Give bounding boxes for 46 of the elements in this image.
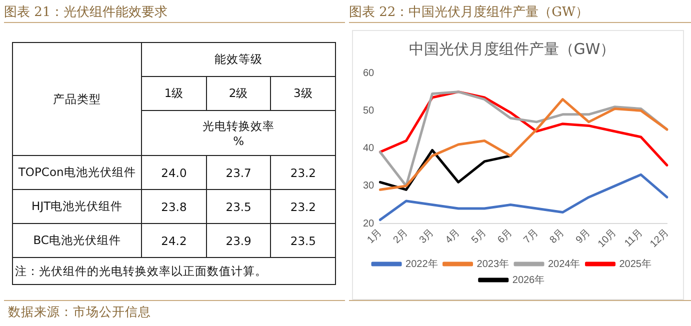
text: % xyxy=(233,134,244,148)
text: 2级 xyxy=(206,76,271,110)
data-label: 23.2 xyxy=(270,190,336,224)
chart-subtitle: 中国光伏月度组件产量（GW） xyxy=(408,40,616,58)
data-label: 24.0 xyxy=(142,156,206,190)
text: 3级 xyxy=(270,76,336,110)
text: 光电转换效率 xyxy=(202,118,275,132)
data-label: 24.2 xyxy=(142,224,206,258)
legend-label: 2024年 xyxy=(548,258,580,270)
x-tick-label: 2月 xyxy=(391,227,410,246)
x-tick-label: 12月 xyxy=(648,227,672,250)
x-tick-label: 5月 xyxy=(470,227,489,246)
data-label: 23.5 xyxy=(206,190,271,224)
text: 能效等级 xyxy=(142,42,336,76)
source-note: 数据来源：市场公开信息 xyxy=(8,304,151,321)
chart-title: 图表 22：中国光伏月度组件产量（GW） xyxy=(349,4,588,21)
y-tick-label: 60 xyxy=(363,68,375,79)
x-tick-label: 6月 xyxy=(496,227,515,246)
data-label: 23.5 xyxy=(270,224,336,258)
data-label: 23.2 xyxy=(270,156,336,190)
category-label: TOPCon电池光伏组件 xyxy=(12,156,142,190)
x-tick-label: 4月 xyxy=(444,227,462,246)
text: 注：光伏组件的光电转换效率以正面数值计算。 xyxy=(12,258,336,284)
y-tick-label: 40 xyxy=(363,143,375,154)
x-tick-label: 10月 xyxy=(596,227,619,250)
text: 1级 xyxy=(142,76,206,110)
legend-label: 2026年 xyxy=(512,274,545,286)
y-tick-label: 50 xyxy=(363,105,375,116)
x-tick-label: 11月 xyxy=(622,227,645,250)
y-tick-label: 20 xyxy=(363,218,375,230)
category-label: HJT电池光伏组件 xyxy=(12,190,142,224)
x-tick-label: 9月 xyxy=(574,227,593,246)
x-tick-label: 8月 xyxy=(548,227,567,246)
x-tick-label: 1月 xyxy=(365,227,384,246)
x-tick-label: 7月 xyxy=(522,227,541,246)
y-tick-label: 30 xyxy=(363,180,375,192)
legend-label: 2023年 xyxy=(476,258,510,270)
data-label: 23.7 xyxy=(206,156,271,190)
text: 图表 21：光伏组件能效要求 xyxy=(4,4,168,21)
data-label: 23.9 xyxy=(206,224,271,258)
text: 产品类型 xyxy=(12,42,142,156)
legend-label: 2022年 xyxy=(406,258,438,270)
x-tick-label: 3月 xyxy=(418,227,436,246)
category-label: BC电池光伏组件 xyxy=(12,224,142,258)
legend-label: 2025年 xyxy=(619,258,652,270)
data-label: 23.8 xyxy=(142,190,206,224)
